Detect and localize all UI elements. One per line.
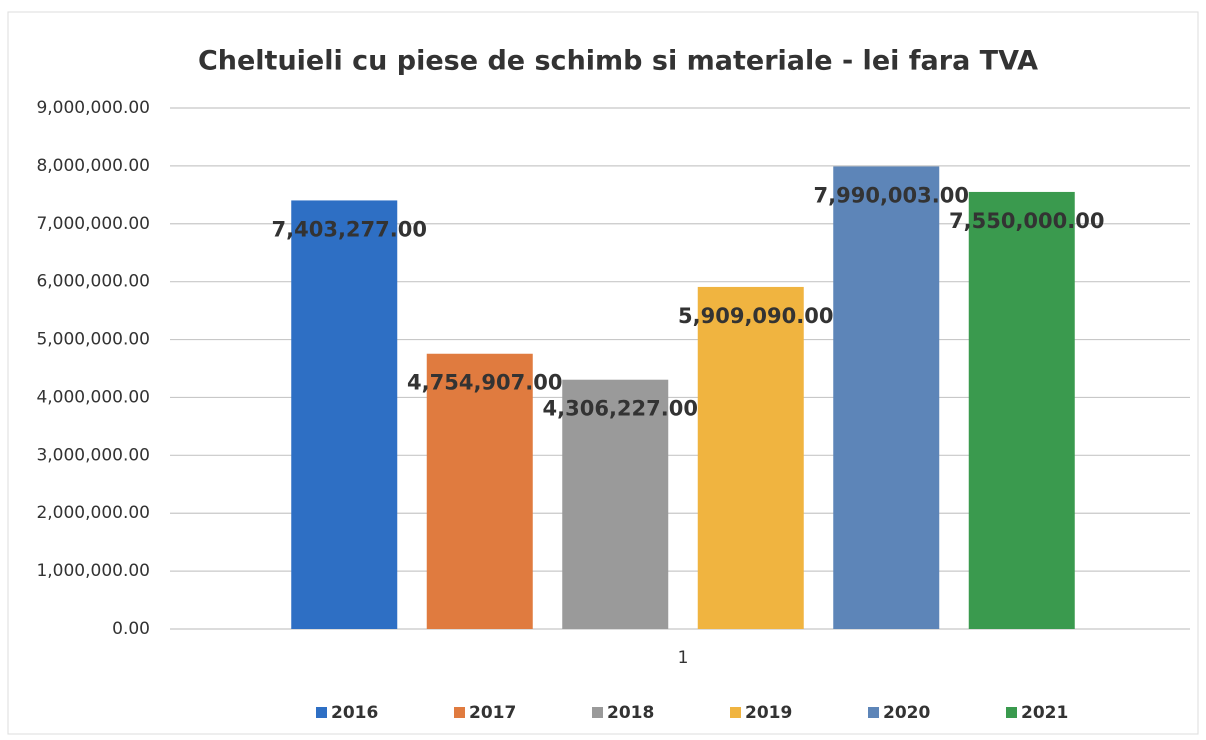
- legend-label: 2018: [607, 703, 654, 723]
- legend-marker: [1006, 707, 1017, 718]
- bar: [291, 200, 398, 629]
- bar: [562, 379, 669, 629]
- data-label: 4,306,227.00: [543, 397, 698, 421]
- bar: [426, 353, 533, 629]
- y-tick-label: 4,000,000.00: [36, 387, 150, 407]
- chart-title: Cheltuieli cu piese de schimb si materia…: [198, 46, 1038, 77]
- legend-label: 2021: [1021, 703, 1068, 723]
- y-tick-label: 6,000,000.00: [36, 272, 150, 292]
- bar: [697, 286, 804, 629]
- legend-label: 2017: [469, 703, 516, 723]
- data-label: 7,550,000.00: [949, 209, 1104, 233]
- legend-label: 2019: [745, 703, 792, 723]
- y-tick-label: 7,000,000.00: [36, 214, 150, 234]
- y-tick-label: 3,000,000.00: [36, 445, 150, 465]
- y-tick-label: 2,000,000.00: [36, 503, 150, 523]
- bar: [968, 191, 1075, 629]
- y-tick-label: 8,000,000.00: [36, 156, 150, 176]
- data-label: 5,909,090.00: [678, 304, 833, 328]
- legend-marker: [592, 707, 603, 718]
- y-tick-label: 1,000,000.00: [36, 561, 150, 581]
- data-label: 4,754,907.00: [407, 371, 562, 395]
- data-label: 7,990,003.00: [814, 183, 969, 207]
- y-tick-label: 5,000,000.00: [36, 330, 150, 350]
- y-tick-label: 0.00: [112, 619, 150, 639]
- legend-marker: [316, 707, 327, 718]
- legend-label: 2020: [883, 703, 930, 723]
- bar: [833, 166, 940, 630]
- legend-marker: [454, 707, 465, 718]
- x-tick-label: 1: [678, 648, 689, 668]
- legend-label: 2016: [331, 703, 378, 723]
- data-label: 7,403,277.00: [272, 217, 427, 241]
- legend-marker: [730, 707, 741, 718]
- y-tick-label: 9,000,000.00: [36, 98, 150, 118]
- legend-marker: [868, 707, 879, 718]
